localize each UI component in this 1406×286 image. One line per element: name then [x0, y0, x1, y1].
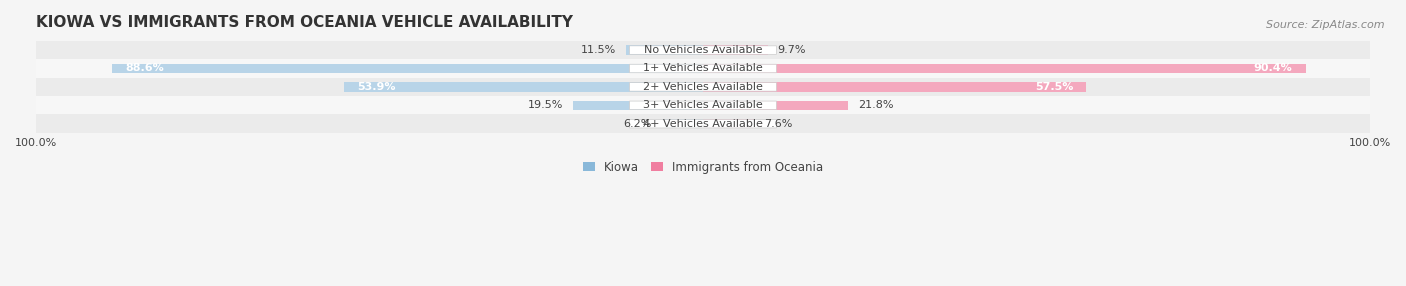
- FancyBboxPatch shape: [630, 120, 776, 128]
- Bar: [574, 100, 703, 110]
- Bar: [37, 96, 1369, 114]
- Bar: [703, 45, 768, 55]
- Text: 53.9%: 53.9%: [357, 82, 395, 92]
- Text: 21.8%: 21.8%: [859, 100, 894, 110]
- Text: 6.2%: 6.2%: [623, 119, 651, 129]
- Text: 19.5%: 19.5%: [527, 100, 562, 110]
- Text: 7.6%: 7.6%: [763, 119, 792, 129]
- Text: 11.5%: 11.5%: [581, 45, 616, 55]
- Bar: [703, 100, 848, 110]
- Text: 88.6%: 88.6%: [125, 63, 165, 74]
- Text: 1+ Vehicles Available: 1+ Vehicles Available: [643, 63, 763, 74]
- Bar: [703, 119, 754, 128]
- Bar: [703, 64, 1306, 73]
- Text: KIOWA VS IMMIGRANTS FROM OCEANIA VEHICLE AVAILABILITY: KIOWA VS IMMIGRANTS FROM OCEANIA VEHICLE…: [37, 15, 574, 30]
- Bar: [37, 41, 1369, 59]
- Text: 9.7%: 9.7%: [778, 45, 806, 55]
- Legend: Kiowa, Immigrants from Oceania: Kiowa, Immigrants from Oceania: [579, 158, 827, 178]
- Text: 57.5%: 57.5%: [1035, 82, 1073, 92]
- Bar: [703, 82, 1087, 92]
- Bar: [662, 119, 703, 128]
- Bar: [37, 59, 1369, 78]
- Text: 90.4%: 90.4%: [1254, 63, 1292, 74]
- FancyBboxPatch shape: [630, 83, 776, 91]
- Bar: [37, 114, 1369, 133]
- Text: Source: ZipAtlas.com: Source: ZipAtlas.com: [1267, 20, 1385, 30]
- Text: No Vehicles Available: No Vehicles Available: [644, 45, 762, 55]
- Text: 2+ Vehicles Available: 2+ Vehicles Available: [643, 82, 763, 92]
- Bar: [626, 45, 703, 55]
- FancyBboxPatch shape: [630, 64, 776, 73]
- Text: 4+ Vehicles Available: 4+ Vehicles Available: [643, 119, 763, 129]
- Bar: [37, 78, 1369, 96]
- Text: 3+ Vehicles Available: 3+ Vehicles Available: [643, 100, 763, 110]
- FancyBboxPatch shape: [630, 101, 776, 110]
- Bar: [112, 64, 703, 73]
- Bar: [343, 82, 703, 92]
- FancyBboxPatch shape: [630, 46, 776, 54]
